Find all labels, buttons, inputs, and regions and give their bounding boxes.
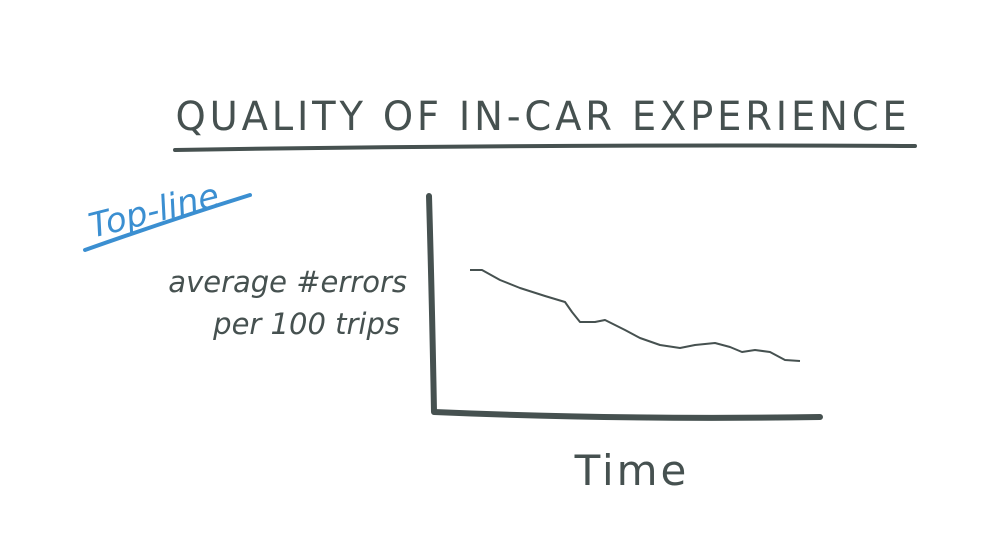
x-axis-label: Time (574, 446, 690, 495)
y-axis-label-line: per 100 trips (212, 307, 400, 341)
y-axis-label-line: average #errors (168, 265, 407, 299)
title-underline (173, 143, 917, 152)
title: QUALITY OF IN-CAR EXPERIENCE (176, 94, 911, 140)
trend-line (470, 269, 801, 362)
axes (426, 193, 823, 421)
tag-underline (83, 193, 252, 252)
